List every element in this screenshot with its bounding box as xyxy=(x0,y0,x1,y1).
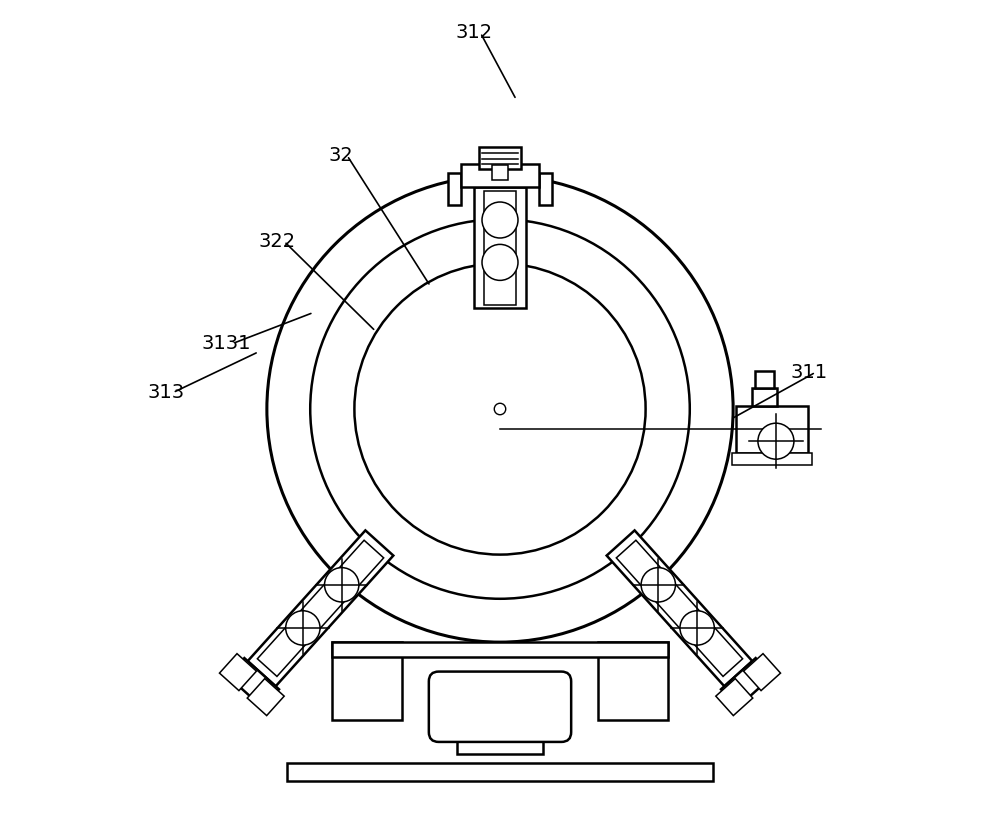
Circle shape xyxy=(286,611,320,645)
Text: 311: 311 xyxy=(791,362,828,382)
Text: 312: 312 xyxy=(455,23,492,43)
Circle shape xyxy=(482,202,518,238)
Bar xyxy=(752,388,777,406)
Text: 3131: 3131 xyxy=(201,334,251,353)
Bar xyxy=(332,642,402,720)
Bar xyxy=(492,165,508,180)
Polygon shape xyxy=(219,654,256,690)
Bar xyxy=(461,164,539,187)
Circle shape xyxy=(641,568,675,602)
Polygon shape xyxy=(716,679,753,716)
Bar xyxy=(479,147,521,169)
Polygon shape xyxy=(607,530,752,686)
Text: 313: 313 xyxy=(148,383,185,402)
Bar xyxy=(287,763,713,781)
Circle shape xyxy=(354,263,646,555)
Polygon shape xyxy=(248,530,393,686)
Bar xyxy=(732,453,812,465)
Bar xyxy=(332,642,668,657)
Polygon shape xyxy=(257,540,384,676)
Circle shape xyxy=(267,176,733,642)
Bar xyxy=(448,173,461,205)
Polygon shape xyxy=(616,540,743,676)
Circle shape xyxy=(482,245,518,281)
Bar xyxy=(598,642,668,720)
FancyBboxPatch shape xyxy=(429,672,571,742)
Bar xyxy=(474,187,526,308)
Bar xyxy=(457,720,543,753)
Polygon shape xyxy=(721,658,772,708)
Circle shape xyxy=(758,423,794,459)
Circle shape xyxy=(325,568,359,602)
Bar xyxy=(484,191,516,305)
Bar xyxy=(539,173,552,205)
Polygon shape xyxy=(744,654,781,690)
Polygon shape xyxy=(228,658,279,708)
Polygon shape xyxy=(247,679,284,716)
Circle shape xyxy=(310,219,690,599)
Text: 322: 322 xyxy=(259,231,296,251)
Bar xyxy=(736,406,808,453)
Text: 32: 32 xyxy=(328,146,353,165)
Circle shape xyxy=(494,403,506,415)
Bar xyxy=(755,371,774,388)
Circle shape xyxy=(680,611,714,645)
